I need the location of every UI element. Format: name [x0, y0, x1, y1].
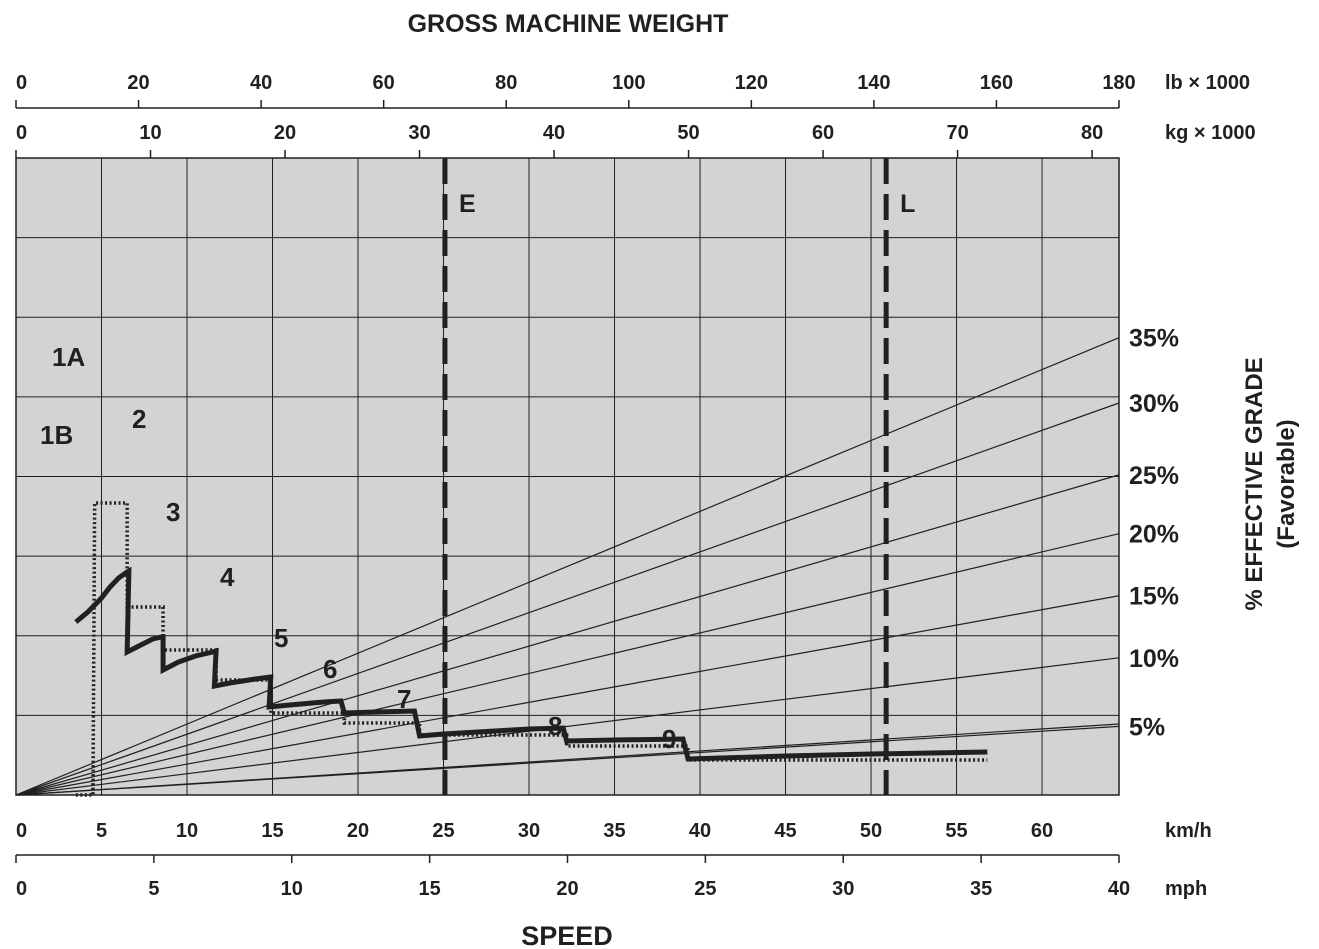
- series-group: [74, 501, 988, 797]
- mph-tick-label: 10: [281, 878, 303, 900]
- gear-label-4: 4: [220, 562, 235, 592]
- kmh-tick-label: 55: [945, 820, 967, 842]
- kg-tick-label: 0: [16, 122, 27, 144]
- gear-label-8: 8: [548, 711, 562, 741]
- grade-label: 20%: [1129, 521, 1179, 549]
- kmh-tick-label: 10: [176, 820, 198, 842]
- kmh-tick-label: 60: [1031, 820, 1053, 842]
- lb-tick-label: 120: [735, 72, 768, 94]
- chart-title: GROSS MACHINE WEIGHT: [408, 10, 729, 38]
- grade-line: [15, 595, 1120, 796]
- gear-label-9: 9: [662, 724, 676, 754]
- kmh-tick-label: 50: [860, 820, 882, 842]
- y-axis-title: % EFFECTIVE GRADE: [1241, 357, 1268, 610]
- grade-line: [15, 337, 1120, 796]
- lb-tick-label: 0: [16, 72, 27, 94]
- grade-label: 30%: [1129, 390, 1179, 418]
- lb-tick-label: 20: [127, 72, 149, 94]
- grid-lines: [16, 158, 1119, 795]
- mph-tick-label: 25: [694, 878, 716, 900]
- kg-tick-label: 50: [677, 122, 699, 144]
- gear-label-3: 3: [166, 497, 180, 527]
- x-axis-title: SPEED: [521, 921, 613, 949]
- series-solid-curve: [74, 566, 988, 762]
- grade-line: [15, 657, 1120, 796]
- grade-lines: 35% 30% 25% 20% 15% 10% 5%: [15, 325, 1179, 796]
- y-axis-subtitle: (Favorable): [1273, 419, 1300, 548]
- grade-label: 10%: [1129, 645, 1179, 673]
- lb-tick-label: 160: [980, 72, 1013, 94]
- kg-tick-label: 70: [946, 122, 968, 144]
- gear-label-2: 2: [132, 404, 146, 434]
- lb-tick-label: 180: [1102, 72, 1135, 94]
- gear-label-7: 7: [397, 684, 411, 714]
- kg-tick-label: 60: [812, 122, 834, 144]
- grade-line: [15, 533, 1120, 796]
- lb-tick-label: 100: [612, 72, 645, 94]
- mph-axis-unit: mph: [1165, 878, 1207, 900]
- grade-line: [15, 402, 1120, 796]
- grade-line: [15, 723, 1120, 796]
- mph-tick-label: 30: [832, 878, 854, 900]
- grade-label: 5%: [1129, 713, 1165, 741]
- kg-tick-label: 30: [408, 122, 430, 144]
- grade-label: 15%: [1129, 583, 1179, 611]
- grade-line: [15, 474, 1120, 796]
- kg-tick-label: 80: [1081, 122, 1103, 144]
- kmh-tick-label: 40: [689, 820, 711, 842]
- grade-label: 35%: [1129, 325, 1179, 353]
- lb-axis-unit: lb × 1000: [1165, 72, 1250, 94]
- series-dotted-curve: [75, 501, 988, 797]
- gear-label-1a: 1A: [52, 342, 85, 372]
- gear-label-1b: 1B: [40, 420, 73, 450]
- mph-tick-label: 40: [1108, 878, 1130, 900]
- kg-tick-label: 10: [139, 122, 161, 144]
- kmh-axis-unit: km/h: [1165, 820, 1212, 842]
- lb-tick-label: 140: [857, 72, 890, 94]
- kmh-tick-label: 30: [518, 820, 540, 842]
- kg-tick-label: 40: [543, 122, 565, 144]
- mph-tick-label: 5: [148, 878, 159, 900]
- lb-tick-label: 40: [250, 72, 272, 94]
- kmh-tick-label: 0: [16, 820, 27, 842]
- kg-tick-label: 20: [274, 122, 296, 144]
- kmh-tick-label: 20: [347, 820, 369, 842]
- mph-tick-label: 0: [16, 878, 27, 900]
- lb-tick-label: 80: [495, 72, 517, 94]
- kmh-tick-label: 5: [96, 820, 107, 842]
- mph-tick-label: 15: [419, 878, 441, 900]
- lb-tick-label: 60: [373, 72, 395, 94]
- mph-tick-label: 20: [556, 878, 578, 900]
- kmh-tick-label: 25: [432, 820, 454, 842]
- kmh-tick-label: 35: [603, 820, 625, 842]
- reference-label: L: [900, 190, 915, 218]
- kg-axis-unit: kg × 1000: [1165, 122, 1256, 144]
- mph-tick-label: 35: [970, 878, 992, 900]
- kmh-tick-label: 45: [774, 820, 796, 842]
- gear-label-5: 5: [274, 623, 288, 653]
- reference-label: E: [459, 190, 476, 218]
- kmh-tick-label: 15: [261, 820, 283, 842]
- grade-label: 25%: [1129, 462, 1179, 490]
- gear-label-6: 6: [323, 654, 337, 684]
